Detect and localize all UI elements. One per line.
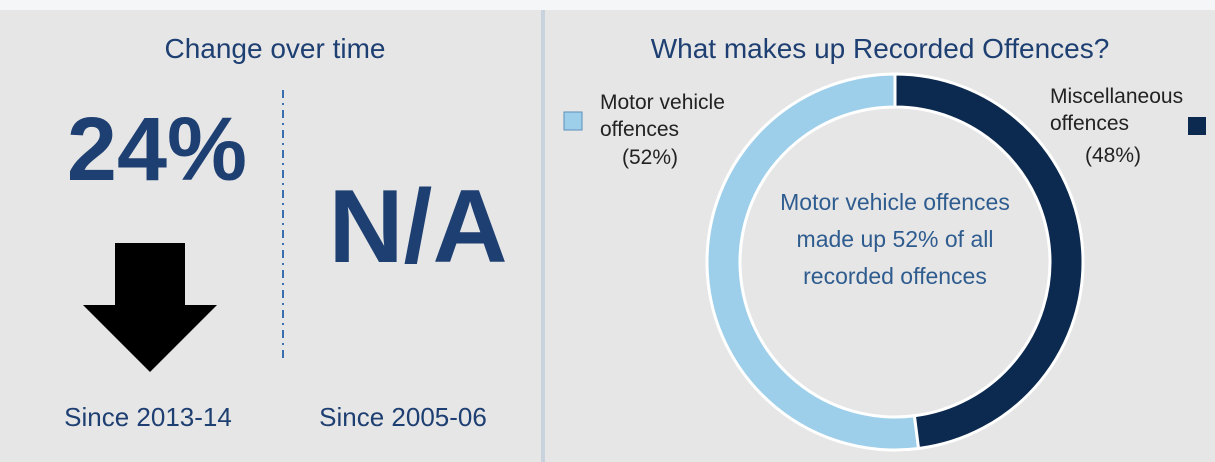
panel-title: Change over time: [164, 33, 385, 64]
chart-title: What makes up Recorded Offences?: [651, 33, 1110, 64]
legend-label: Motor vehicle offences: [600, 91, 725, 141]
change-value: 24%: [67, 100, 247, 200]
divider: [541, 10, 545, 462]
center-text: Motor vehicle offences made up 52% of al…: [780, 189, 1010, 289]
top-band: [0, 0, 1215, 10]
legend-swatch: [1188, 117, 1206, 135]
donut-segment: [893, 72, 1085, 451]
change-label: Since 2013-14: [64, 402, 232, 432]
change-value: N/A: [328, 169, 507, 285]
legend-swatch: [563, 111, 583, 131]
donut-segment: [705, 72, 921, 452]
legend-label: Miscellaneous offences: [1050, 85, 1184, 135]
change-label: Since 2005-06: [319, 402, 487, 432]
value-label: (48%): [1084, 144, 1142, 167]
value-label: (52%): [621, 146, 679, 169]
down-arrow: [83, 243, 217, 372]
